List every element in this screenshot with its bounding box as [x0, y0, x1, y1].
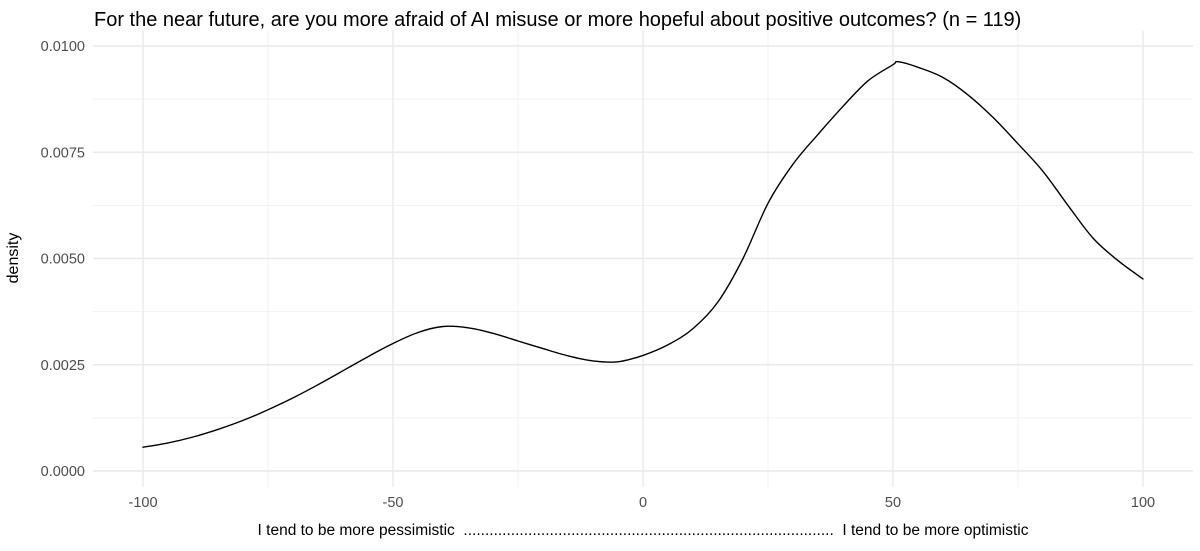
y-axis-title: density [5, 233, 22, 284]
x-tick-label: 0 [639, 495, 647, 511]
major-gridlines [93, 30, 1193, 487]
y-tick-label: 0.0025 [41, 358, 85, 374]
y-axis-tick-labels: 0.0000 0.0025 0.0050 0.0075 0.0100 [41, 39, 85, 480]
y-tick-label: 0.0075 [41, 145, 85, 161]
x-tick-label: -50 [383, 495, 404, 511]
x-axis-title: I tend to be more pessimistic ..........… [258, 522, 1029, 539]
y-tick-label: 0.0000 [41, 464, 85, 480]
x-tick-label: 100 [1131, 495, 1155, 511]
x-axis-tick-labels: -100 -50 0 50 100 [128, 495, 1155, 511]
density-curve [142, 60, 1144, 448]
x-tick-label: -100 [128, 495, 157, 511]
x-tick-label: 50 [885, 495, 901, 511]
y-tick-label: 0.0100 [41, 39, 85, 55]
y-tick-label: 0.0050 [41, 252, 85, 268]
chart-title: For the near future, are you more afraid… [94, 9, 1021, 31]
